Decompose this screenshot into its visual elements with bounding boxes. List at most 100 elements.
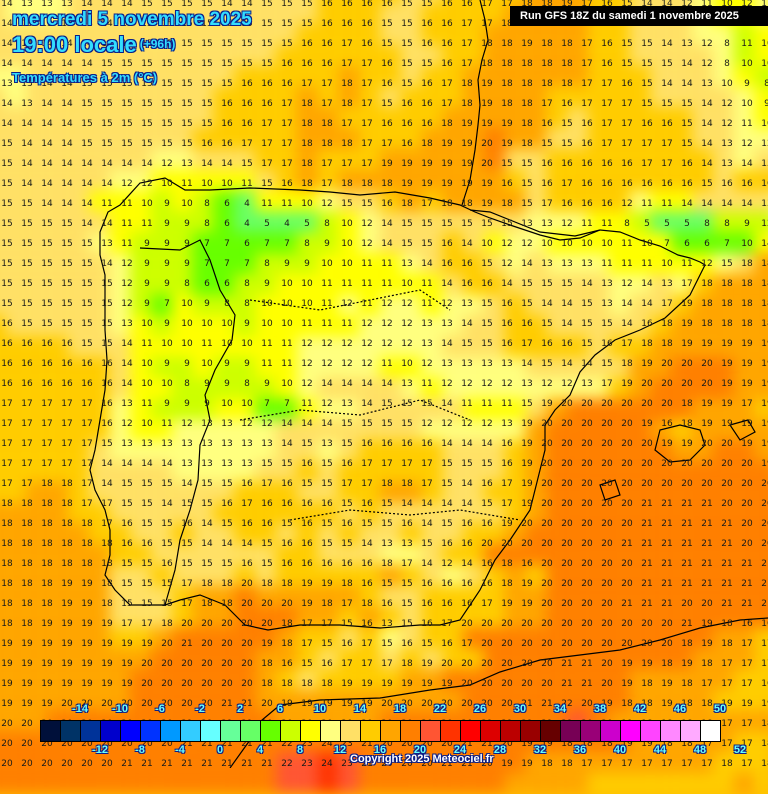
grid-value: 17 xyxy=(661,759,673,769)
grid-value: 12 xyxy=(401,299,413,309)
grid-value: 16 xyxy=(281,79,293,89)
grid-value: 14 xyxy=(61,199,73,209)
grid-value: 14 xyxy=(1,19,13,29)
grid-value: 13 xyxy=(21,79,33,89)
grid-value: 15 xyxy=(181,79,193,89)
grid-value: 17 xyxy=(341,159,353,169)
grid-value: 17 xyxy=(761,639,768,649)
grid-value: 16 xyxy=(761,179,768,189)
grid-value: 14 xyxy=(41,139,53,149)
grid-value: 19 xyxy=(721,699,733,709)
grid-value: 15 xyxy=(181,0,193,9)
grid-value: 13 xyxy=(441,359,453,369)
grid-value: 18 xyxy=(101,559,113,569)
grid-value: 21 xyxy=(181,739,193,749)
grid-value: 19 xyxy=(81,639,93,649)
grid-value: 16 xyxy=(341,519,353,529)
grid-value: 15 xyxy=(401,0,413,9)
grid-value: 19 xyxy=(441,679,453,689)
grid-value: 20 xyxy=(181,699,193,709)
grid-value: 21 xyxy=(221,739,233,749)
legend-label-top: 42 xyxy=(633,703,647,715)
grid-value: 22 xyxy=(561,699,573,709)
grid-value: 14 xyxy=(141,459,153,469)
grid-value: 15 xyxy=(21,219,33,229)
grid-value: 20 xyxy=(741,459,753,469)
grid-value: 12 xyxy=(321,339,333,349)
grid-value: 20 xyxy=(541,559,553,569)
grid-value: 10 xyxy=(341,259,353,269)
grid-value: 19 xyxy=(421,659,433,669)
grid-value: 20 xyxy=(141,739,153,749)
grid-value: 13 xyxy=(181,159,193,169)
grid-value: 17 xyxy=(61,419,73,429)
grid-value: 15 xyxy=(261,539,273,549)
grid-value: 19 xyxy=(481,199,493,209)
grid-value: 14 xyxy=(101,479,113,489)
grid-value: 18 xyxy=(501,199,513,209)
grid-value: 19 xyxy=(521,759,533,769)
grid-value: 16 xyxy=(221,499,233,509)
grid-value: 15 xyxy=(161,599,173,609)
grid-value: 15 xyxy=(81,259,93,269)
grid-value: 18 xyxy=(681,399,693,409)
grid-value: 21 xyxy=(241,739,253,749)
grid-value: 20 xyxy=(481,659,493,669)
grid-value: 12 xyxy=(441,419,453,429)
grid-value: 18 xyxy=(681,679,693,689)
grid-value: 11 xyxy=(261,359,273,369)
grid-value: 15 xyxy=(181,99,193,109)
grid-value: 15 xyxy=(141,599,153,609)
grid-value: 12 xyxy=(501,239,513,249)
grid-value: 14 xyxy=(641,0,653,9)
grid-value: 6 xyxy=(224,219,230,229)
grid-value: 18 xyxy=(541,39,553,49)
grid-value: 10 xyxy=(481,239,493,249)
grid-value: 4 xyxy=(284,219,290,229)
grid-value: 20 xyxy=(601,479,613,489)
grid-value: 14 xyxy=(21,139,33,149)
grid-value: 15 xyxy=(561,119,573,129)
grid-value: 20 xyxy=(621,579,633,589)
grid-value: 21 xyxy=(701,539,713,549)
grid-value: 19 xyxy=(521,479,533,489)
grid-value: 15 xyxy=(21,319,33,329)
grid-value: 20 xyxy=(701,359,713,369)
grid-value: 16 xyxy=(241,99,253,109)
grid-value: 14 xyxy=(61,179,73,189)
grid-value: 15 xyxy=(361,519,373,529)
grid-value: 18 xyxy=(61,559,73,569)
grid-value: 14 xyxy=(41,79,53,89)
grid-value: 17 xyxy=(181,599,193,609)
grid-value: 11 xyxy=(281,339,293,349)
grid-value: 15 xyxy=(201,0,213,9)
grid-value: 20 xyxy=(201,639,213,649)
grid-value: 15 xyxy=(201,479,213,489)
grid-value: 12 xyxy=(501,379,513,389)
grid-value: 18 xyxy=(701,319,713,329)
grid-value: 18 xyxy=(641,339,653,349)
grid-value: 17 xyxy=(741,639,753,649)
grid-value: 20 xyxy=(541,679,553,689)
grid-value: 21 xyxy=(701,519,713,529)
grid-value: 9 xyxy=(164,219,170,229)
grid-value: 17 xyxy=(301,639,313,649)
grid-value: 16 xyxy=(741,179,753,189)
grid-value: 18 xyxy=(161,619,173,629)
grid-value: 21 xyxy=(181,759,193,769)
grid-value: 15 xyxy=(321,539,333,549)
grid-value: 17 xyxy=(41,459,53,469)
grid-value: 13 xyxy=(21,19,33,29)
grid-value: 20 xyxy=(601,519,613,529)
grid-value: 12 xyxy=(121,419,133,429)
grid-value: 21 xyxy=(221,699,233,709)
legend-label-top: -14 xyxy=(72,703,88,715)
grid-value: 15 xyxy=(161,0,173,9)
grid-value: 16 xyxy=(541,159,553,169)
grid-value: 20 xyxy=(401,759,413,769)
grid-value: 15 xyxy=(101,439,113,449)
grid-value: 18 xyxy=(41,559,53,569)
grid-value: 18 xyxy=(381,179,393,189)
grid-value: 20 xyxy=(681,479,693,489)
grid-value: 15 xyxy=(241,19,253,29)
